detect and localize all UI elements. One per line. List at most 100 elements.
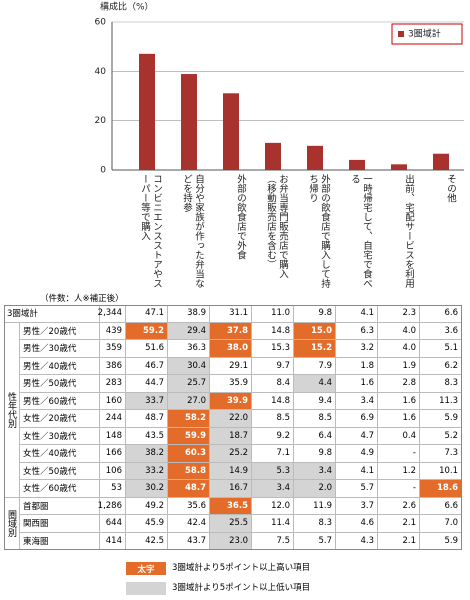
table-cell: 11.0 xyxy=(252,305,294,323)
table-cell: 43.7 xyxy=(168,532,210,550)
row-label: 女性／40歳代 xyxy=(20,445,100,463)
table-cell: 47.1 xyxy=(126,305,168,323)
row-count: 53 xyxy=(100,480,126,498)
table-cell: 60.3 xyxy=(168,445,210,463)
table-cell: 4.7 xyxy=(336,427,378,445)
bar xyxy=(433,153,449,170)
table-cell: 38.9 xyxy=(168,305,210,323)
row-label: 男性／40歳代 xyxy=(20,357,100,375)
table-cell: 3.7 xyxy=(336,497,378,515)
table-cell: 58.8 xyxy=(168,462,210,480)
table-cell: 7.5 xyxy=(252,532,294,550)
table-cell: 30.4 xyxy=(168,357,210,375)
row-label: 首都圏 xyxy=(20,497,100,515)
row-count: 1,286 xyxy=(98,497,126,515)
table-cell: 37.8 xyxy=(210,322,252,340)
note-text: 3圏域計より5ポイント以上高い項目 xyxy=(172,563,311,573)
chart: 構成比（%） 0 20 40 60 3圏域計 xyxy=(95,1,464,175)
table-cell: 7.9 xyxy=(294,357,336,375)
row-label: 男性／50歳代 xyxy=(20,375,100,393)
table-cell: 14.8 xyxy=(252,392,294,410)
table-cell: 38.2 xyxy=(126,445,168,463)
row-label: 男性／60歳代 xyxy=(20,392,100,410)
table-cell: 11.3 xyxy=(420,392,462,410)
table-cell: 8.4 xyxy=(252,375,294,393)
category-label: その他 xyxy=(445,174,456,203)
bar xyxy=(265,142,281,170)
table-cell: 43.5 xyxy=(126,427,168,445)
table-cell: 5.2 xyxy=(420,427,462,445)
table-cell: - xyxy=(378,480,420,498)
table-cell: 4.6 xyxy=(336,515,378,533)
row-count: 386 xyxy=(100,357,126,375)
y-tick-label: 40 xyxy=(95,67,107,77)
table-cell: 16.7 xyxy=(210,480,252,498)
table-cell: 38.0 xyxy=(210,340,252,358)
table-cell: 6.4 xyxy=(294,427,336,445)
table-cell: 59.2 xyxy=(126,322,168,340)
row-label: 男性／30歳代 xyxy=(20,340,100,358)
category-label: 一時帰宅して、自宅で食べる xyxy=(349,174,372,288)
table-cell: 42.5 xyxy=(126,532,168,550)
table-cell: 1.8 xyxy=(336,357,378,375)
table-cell: 8.5 xyxy=(252,410,294,428)
table-cell: 6.6 xyxy=(420,305,462,323)
row-label: 関西圏 xyxy=(20,515,100,533)
table-cell: 15.3 xyxy=(252,340,294,358)
table-cell: 36.5 xyxy=(210,497,252,515)
category-label: コンビニエンスストアやスーパー等で購入 xyxy=(139,174,162,288)
category-label: 出前、宅配サービスを利用 xyxy=(403,174,414,288)
table-cell: 1.2 xyxy=(378,462,420,480)
row-label: 東海圏 xyxy=(20,532,100,550)
table-cell: 58.2 xyxy=(168,410,210,428)
table-cell: 18.6 xyxy=(420,480,462,498)
bar xyxy=(307,145,323,170)
row-count: 359 xyxy=(100,340,126,358)
y-tick-label: 60 xyxy=(95,18,107,28)
row-label: 女性／30歳代 xyxy=(20,427,100,445)
table-cell: 46.7 xyxy=(126,357,168,375)
table-cell: 3.6 xyxy=(420,322,462,340)
table-cell: 7.0 xyxy=(420,515,462,533)
table-cell: 42.4 xyxy=(168,515,210,533)
bar xyxy=(139,53,155,170)
table-cell: 30.2 xyxy=(126,480,168,498)
table-cell: 59.9 xyxy=(168,427,210,445)
table-cell: 36.3 xyxy=(168,340,210,358)
table-cell: 1.6 xyxy=(336,375,378,393)
table-cell: 5.7 xyxy=(294,532,336,550)
table-cell: 5.9 xyxy=(420,410,462,428)
table-cell: 44.7 xyxy=(126,375,168,393)
table-cell: 2.6 xyxy=(378,497,420,515)
table-cell: 4.1 xyxy=(336,305,378,323)
bar xyxy=(349,159,365,170)
table-cell: 4.9 xyxy=(336,445,378,463)
table-cell: 6.2 xyxy=(420,357,462,375)
table-cell: 15.0 xyxy=(294,322,336,340)
table-cell: 4.1 xyxy=(336,462,378,480)
table-cell: 5.3 xyxy=(252,462,294,480)
table-cell: 10.1 xyxy=(420,462,462,480)
table-cell: 2.8 xyxy=(378,375,420,393)
row-label: 男性／20歳代 xyxy=(20,322,100,340)
y-tick-label: 20 xyxy=(95,116,107,126)
table-cell: 2.1 xyxy=(378,532,420,550)
row-count: 2,344 xyxy=(98,305,126,323)
table-cell: 8.3 xyxy=(294,515,336,533)
bar xyxy=(391,164,407,170)
legend-box xyxy=(391,23,463,45)
table-cell: 6.6 xyxy=(420,497,462,515)
table-cell: 25.7 xyxy=(168,375,210,393)
table-cell: 3.4 xyxy=(336,392,378,410)
table-cell: 7.3 xyxy=(420,445,462,463)
row-label: 女性／20歳代 xyxy=(20,410,100,428)
table-cell: 35.6 xyxy=(168,497,210,515)
row-count: 439 xyxy=(100,322,126,340)
table-cell: 2.3 xyxy=(378,305,420,323)
table-cell: 1.9 xyxy=(378,357,420,375)
row-count: 283 xyxy=(100,375,126,393)
table-cell: 48.7 xyxy=(168,480,210,498)
group-label: 圏域別 xyxy=(4,497,20,550)
table-cell: 11.9 xyxy=(294,497,336,515)
